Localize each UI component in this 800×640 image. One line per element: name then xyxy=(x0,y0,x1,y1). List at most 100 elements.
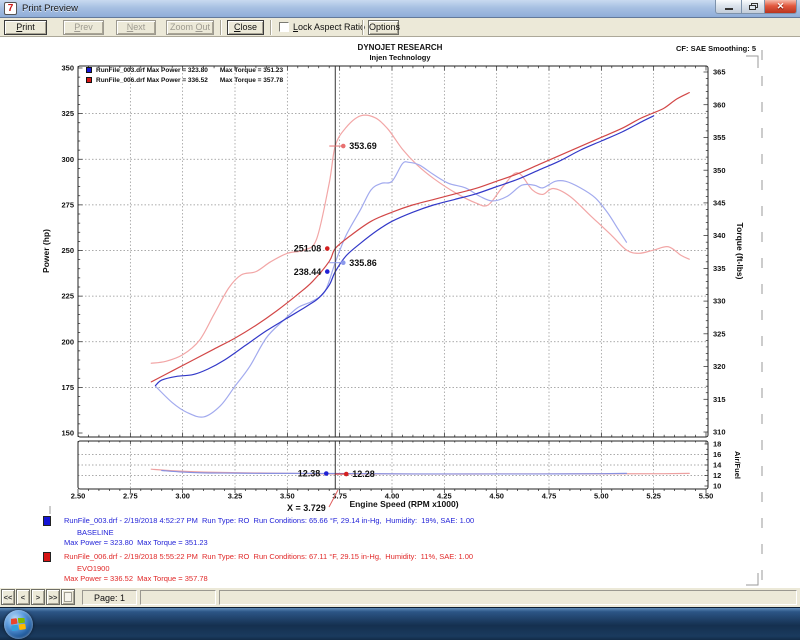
next-button[interactable]: Next xyxy=(116,20,156,35)
run-maxvalues: Max Power = 323.80 Max Torque = 351.23 xyxy=(64,538,208,547)
minimize-button[interactable] xyxy=(715,0,742,14)
svg-text:200: 200 xyxy=(61,337,74,346)
svg-text:150: 150 xyxy=(61,429,74,438)
run-swatch-blue xyxy=(43,516,51,526)
status-panel xyxy=(140,590,216,605)
svg-text:Power (hp): Power (hp) xyxy=(41,229,51,273)
red-power-value-label: 251.08 xyxy=(294,244,322,254)
window-title: Print Preview xyxy=(22,3,78,14)
run-name: BASELINE xyxy=(77,528,114,537)
svg-text:5.00: 5.00 xyxy=(594,492,609,501)
svg-text:Engine Speed (RPM x1000): Engine Speed (RPM x1000) xyxy=(349,499,458,509)
svg-text:10: 10 xyxy=(713,482,721,491)
chart-series xyxy=(150,92,690,475)
red-power-value-dot xyxy=(324,246,330,251)
svg-text:365: 365 xyxy=(713,68,726,77)
red-torque-value-label: 353.69 xyxy=(349,141,377,151)
blue-torque-value-label: 335.86 xyxy=(349,258,377,268)
close-window-button[interactable]: ✕ xyxy=(764,0,797,14)
titlebar: 7 Print Preview ✕ xyxy=(0,0,800,18)
svg-text:5.50: 5.50 xyxy=(699,492,714,501)
svg-text:320: 320 xyxy=(713,362,726,371)
print-preview-page: DYNOJET RESEARCH Injen Technology CF: SA… xyxy=(0,37,800,587)
series-red-power-line xyxy=(150,92,690,383)
value-markers: 353.69 251.08 335.86 238.44 12.38 12.28 xyxy=(294,141,377,479)
print-button[interactable]: Print xyxy=(4,20,47,35)
restore-button[interactable] xyxy=(742,0,764,14)
restore-icon xyxy=(748,2,758,11)
red-af-value-dot xyxy=(343,471,349,477)
status-panel xyxy=(219,590,797,605)
axis-tick-labels: 2.50 2.75 3.00 3.25 3.50 3.75 4.00 4.25 4.50 4.75… xyxy=(61,64,725,501)
taskbar: e 7 ▲ xyxy=(0,607,800,640)
page-number-panel: Page: 1 xyxy=(82,590,137,605)
svg-text:275: 275 xyxy=(61,200,74,209)
svg-text:360: 360 xyxy=(713,100,726,109)
run-swatch-red xyxy=(43,552,51,562)
lock-aspect-label: Lock Aspect Ratio xyxy=(293,22,366,32)
svg-text:350: 350 xyxy=(713,166,726,175)
svg-text:3.25: 3.25 xyxy=(228,492,243,501)
svg-text:330: 330 xyxy=(713,297,726,306)
svg-text:12: 12 xyxy=(713,471,721,480)
close-icon: ✕ xyxy=(776,1,785,11)
plot-frames xyxy=(77,65,709,490)
first-page-button[interactable]: << xyxy=(1,589,15,605)
legend-swatch-blue xyxy=(86,67,92,73)
svg-text:225: 225 xyxy=(61,292,74,301)
svg-text:3.75: 3.75 xyxy=(332,492,347,501)
chart-legend: RunFile_003.drf Max Power = 323.80 Max T… xyxy=(86,65,283,85)
blue-power-value-dot xyxy=(324,269,330,274)
start-button[interactable] xyxy=(4,610,33,639)
svg-text:335: 335 xyxy=(713,264,726,273)
next-page-button[interactable]: > xyxy=(31,589,45,605)
svg-text:350: 350 xyxy=(61,64,74,73)
series-blue-power-line xyxy=(154,115,655,387)
chart-subtitle: Injen Technology xyxy=(369,53,431,62)
page-icon xyxy=(64,592,72,602)
windows-flag-icon xyxy=(11,618,26,631)
svg-text:325: 325 xyxy=(713,329,726,338)
red-af-value-label: 12.28 xyxy=(352,469,375,479)
axis-ticks xyxy=(77,66,708,493)
legend-row-baseline: RunFile_003.drf Max Power = 323.80 Max T… xyxy=(86,65,283,75)
svg-text:310: 310 xyxy=(713,428,726,437)
page-crop-marks xyxy=(49,50,763,586)
goto-page-button[interactable] xyxy=(61,589,75,605)
chart-correction-label: CF: SAE Smoothing: 5 xyxy=(676,44,756,53)
svg-text:4.50: 4.50 xyxy=(489,492,504,501)
svg-text:300: 300 xyxy=(61,155,74,164)
toolbar-separator xyxy=(270,20,272,35)
axis-titles: Power (hp) Torque (ft-lbs) Air/Fuel Engine … xyxy=(41,223,745,509)
run-details: RunFile_006.drf - 2/19/2018 5:55:22 PM R… xyxy=(64,552,474,561)
svg-text:2.75: 2.75 xyxy=(123,492,138,501)
close-preview-button[interactable]: Close xyxy=(227,20,264,35)
grid-lines xyxy=(78,66,708,489)
svg-text:5.25: 5.25 xyxy=(646,492,661,501)
svg-text:4.75: 4.75 xyxy=(542,492,557,501)
blue-power-value-label: 238.44 xyxy=(294,267,322,277)
prev-page-button[interactable]: < xyxy=(16,589,30,605)
svg-text:3.00: 3.00 xyxy=(175,492,190,501)
svg-text:3.50: 3.50 xyxy=(280,492,295,501)
chart-title: DYNOJET RESEARCH xyxy=(357,43,443,52)
svg-text:4.25: 4.25 xyxy=(437,492,452,501)
svg-text:175: 175 xyxy=(61,383,74,392)
svg-text:4.00: 4.00 xyxy=(385,492,400,501)
svg-text:18: 18 xyxy=(713,440,721,449)
prev-button[interactable]: Prev xyxy=(63,20,104,35)
options-button[interactable]: Options xyxy=(368,20,400,35)
lock-aspect-checkbox[interactable] xyxy=(279,22,289,32)
cursor[interactable]: X = 3.729 xyxy=(287,66,339,513)
cursor-x-label: X = 3.729 xyxy=(287,503,326,513)
svg-text:325: 325 xyxy=(61,109,74,118)
svg-text:315: 315 xyxy=(713,395,726,404)
run-details: RunFile_003.drf - 2/19/2018 4:52:27 PM R… xyxy=(64,516,475,525)
toolbar-separator xyxy=(362,20,364,35)
zoom-out-button[interactable]: Zoom Out xyxy=(166,20,214,35)
svg-text:340: 340 xyxy=(713,231,726,240)
blue-torque-value-dot xyxy=(340,260,346,266)
run-maxvalues: Max Power = 336.52 Max Torque = 357.78 xyxy=(64,574,208,583)
last-page-button[interactable]: >> xyxy=(46,589,60,605)
